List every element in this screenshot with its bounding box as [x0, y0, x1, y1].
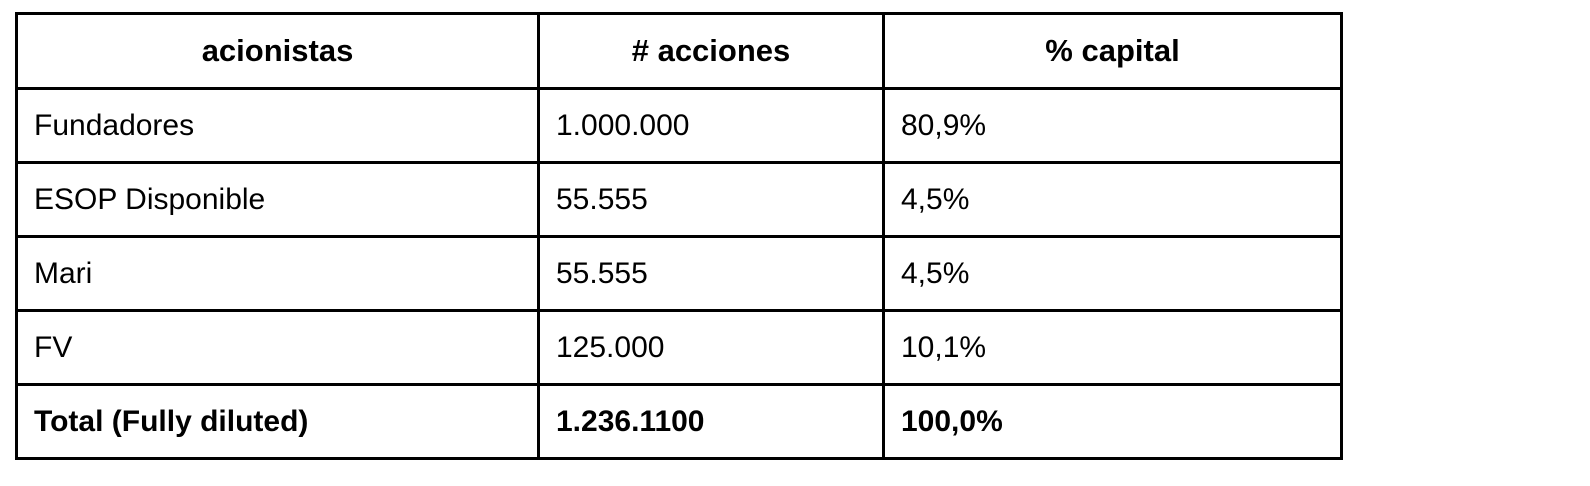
cell-percent: 4,5% — [882, 235, 1343, 312]
cap-table: acionistas # acciones % capital Fundador… — [15, 12, 1343, 460]
cell-percent: 80,9% — [882, 87, 1343, 164]
cell-shareholder-name: Fundadores — [15, 87, 540, 164]
cell-percent: 10,1% — [882, 309, 1343, 386]
cell-shareholder-name: FV — [15, 309, 540, 386]
total-row: Total (Fully diluted) 1.236.1100 100,0% — [15, 383, 1343, 460]
cell-total-percent: 100,0% — [882, 383, 1343, 460]
column-header-shareholders: acionistas — [15, 12, 540, 90]
cell-total-shares: 1.236.1100 — [537, 383, 885, 460]
table-row: Fundadores 1.000.000 80,9% — [15, 87, 1343, 164]
table-row: ESOP Disponible 55.555 4,5% — [15, 161, 1343, 238]
cell-shares: 125.000 — [537, 309, 885, 386]
cell-shares: 55.555 — [537, 161, 885, 238]
column-header-shares: # acciones — [537, 12, 885, 90]
cell-shareholder-name: ESOP Disponible — [15, 161, 540, 238]
header-row: acionistas # acciones % capital — [15, 12, 1343, 90]
cell-total-label: Total (Fully diluted) — [15, 383, 540, 460]
cap-table-container: acionistas # acciones % capital Fundador… — [15, 12, 1343, 460]
cell-shareholder-name: Mari — [15, 235, 540, 312]
table-row: Mari 55.555 4,5% — [15, 235, 1343, 312]
cell-percent: 4,5% — [882, 161, 1343, 238]
table-row: FV 125.000 10,1% — [15, 309, 1343, 386]
cell-shares: 55.555 — [537, 235, 885, 312]
column-header-capital-percent: % capital — [882, 12, 1343, 90]
cell-shares: 1.000.000 — [537, 87, 885, 164]
